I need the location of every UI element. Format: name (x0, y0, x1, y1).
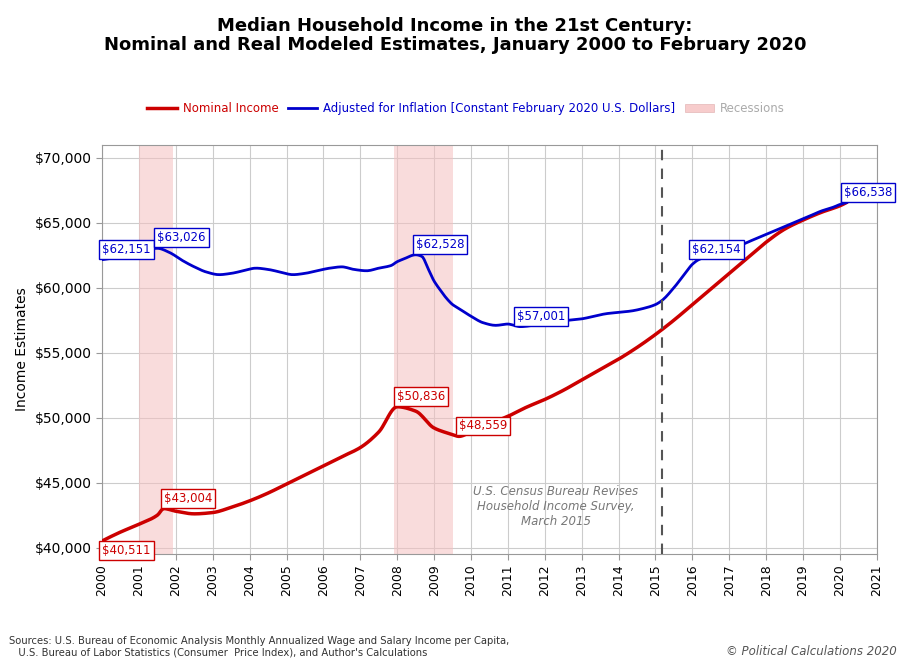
Text: $40,511: $40,511 (102, 543, 150, 557)
Bar (139, 145, 173, 554)
Text: $57,001: $57,001 (517, 310, 565, 323)
Text: $43,004: $43,004 (164, 492, 212, 505)
Text: $66,538: $66,538 (844, 186, 892, 199)
Text: $63,026: $63,026 (157, 231, 206, 245)
Text: $62,154: $62,154 (693, 243, 741, 256)
Text: Sources: U.S. Bureau of Economic Analysis Monthly Annualized Wage and Salary Inc: Sources: U.S. Bureau of Economic Analysi… (9, 636, 510, 658)
Text: © Political Calculations 2020: © Political Calculations 2020 (725, 644, 896, 658)
Text: $50,836: $50,836 (398, 390, 446, 403)
Bar (394, 145, 452, 554)
Legend: Nominal Income, Adjusted for Inflation [Constant February 2020 U.S. Dollars], Re: Nominal Income, Adjusted for Inflation [… (143, 97, 790, 120)
Text: Median Household Income in the 21st Century:: Median Household Income in the 21st Cent… (217, 17, 693, 34)
Y-axis label: Income Estimates: Income Estimates (15, 288, 29, 411)
Text: $62,528: $62,528 (416, 238, 464, 251)
Text: $48,559: $48,559 (459, 420, 507, 432)
Text: Nominal and Real Modeled Estimates, January 2000 to February 2020: Nominal and Real Modeled Estimates, Janu… (104, 36, 806, 54)
Text: U.S. Census Bureau Revises
Household Income Survey,
March 2015: U.S. Census Bureau Revises Household Inc… (473, 485, 639, 528)
Text: $62,151: $62,151 (102, 243, 151, 256)
